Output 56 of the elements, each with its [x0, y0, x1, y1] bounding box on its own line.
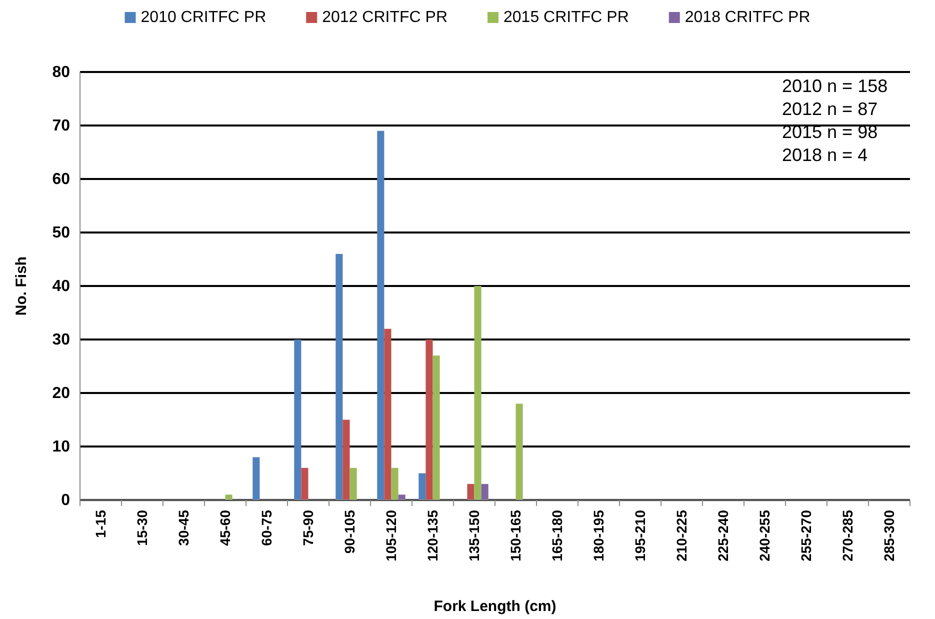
x-tick-label: 240-255 — [756, 510, 773, 562]
x-axis-title: Fork Length (cm) — [434, 598, 556, 615]
bar — [225, 494, 232, 500]
x-tick-label: 225-240 — [715, 510, 732, 562]
x-tick-label: 15-30 — [134, 510, 150, 546]
annotation: 2010 n = 158 — [782, 76, 888, 96]
y-tick-label: 30 — [52, 332, 70, 349]
legend-label: 2018 CRITFC PR — [684, 9, 810, 26]
annotation: 2012 n = 87 — [782, 99, 878, 119]
y-axis-title: No. Fish — [13, 256, 30, 316]
bar — [350, 468, 357, 500]
legend-label: 2010 CRITFC PR — [140, 9, 266, 26]
bar — [398, 494, 406, 500]
bar — [418, 473, 426, 500]
y-tick-label: 70 — [52, 118, 70, 135]
bar — [432, 356, 440, 500]
x-tick-label: 1-15 — [92, 510, 109, 538]
x-tick-label: 60-75 — [258, 510, 275, 546]
y-tick-label: 50 — [52, 224, 70, 242]
x-tick-label: 135-150 — [466, 510, 482, 562]
y-tick-label: 60 — [52, 171, 70, 188]
legend-label: 2015 CRITFC PR — [504, 9, 629, 26]
x-tick-label: 75-90 — [300, 510, 316, 546]
annotation: 2018 n = 4 — [782, 145, 868, 165]
x-tick-label: 255-270 — [798, 510, 814, 562]
x-tick-label: 210-225 — [674, 510, 690, 562]
x-tick-label: 180-195 — [590, 510, 607, 562]
bar — [516, 404, 523, 500]
x-tick-label: 105-120 — [383, 510, 400, 562]
bar — [481, 484, 488, 500]
bar — [391, 468, 398, 500]
y-tick-label: 10 — [52, 438, 70, 456]
bar — [426, 340, 433, 500]
y-tick-label: 40 — [52, 278, 70, 296]
bar — [474, 286, 482, 500]
x-tick-label: 285-300 — [881, 510, 898, 562]
x-tick-label: 30-45 — [176, 510, 192, 546]
bar — [252, 457, 260, 500]
x-tick-label: 270-285 — [840, 510, 856, 562]
x-tick-label: 90-105 — [342, 510, 358, 554]
bar — [301, 468, 308, 500]
y-tick-label: 0 — [61, 492, 70, 510]
bar — [384, 328, 392, 500]
y-tick-label: 80 — [52, 64, 70, 82]
x-tick-label: 165-180 — [549, 510, 566, 562]
bar — [342, 420, 350, 500]
x-tick-label: 150-165 — [508, 510, 524, 562]
x-tick-label: 120-135 — [424, 510, 441, 562]
bar — [377, 130, 384, 500]
y-tick-label: 20 — [52, 385, 70, 402]
bar — [294, 340, 302, 500]
bar — [467, 484, 474, 500]
bar — [336, 254, 343, 500]
x-tick-label: 195-210 — [632, 510, 648, 562]
legend-label: 2012 CRITFC PR — [322, 9, 448, 26]
x-tick-label: 45-60 — [217, 510, 234, 546]
